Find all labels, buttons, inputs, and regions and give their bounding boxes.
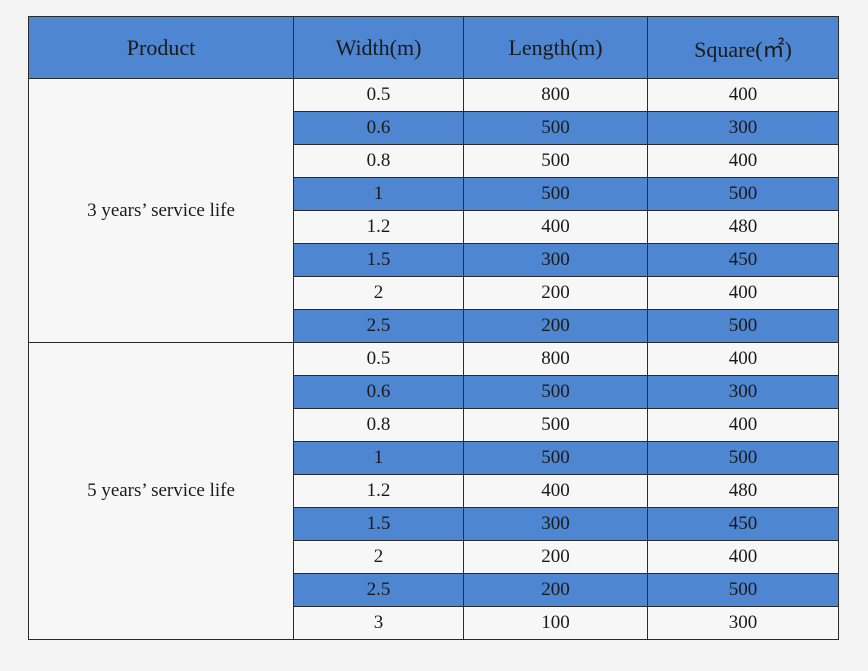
width-cell: 0.6	[293, 375, 464, 409]
width-cell: 0.5	[293, 342, 464, 376]
square-cell: 480	[647, 474, 839, 508]
product-cell: 3 years’ service life	[28, 78, 294, 343]
square-cell: 400	[647, 408, 839, 442]
width-cell: 1.5	[293, 507, 464, 541]
square-cell: 500	[647, 573, 839, 607]
length-cell: 100	[463, 606, 648, 640]
table-row: 0.8 500 400	[29, 144, 839, 178]
square-cell: 480	[647, 210, 839, 244]
width-cell: 0.5	[293, 78, 464, 112]
table-row: 2.5 200 500	[29, 309, 839, 343]
length-cell: 300	[463, 243, 648, 277]
length-cell: 800	[463, 78, 648, 112]
width-cell: 1.5	[293, 243, 464, 277]
table-body: 3 years’ service life 0.5 800 400 0.6 500 300 0…	[28, 78, 839, 640]
square-cell: 450	[647, 507, 839, 541]
length-cell: 200	[463, 573, 648, 607]
square-cell: 400	[647, 540, 839, 574]
header-product: Product	[28, 16, 294, 79]
width-cell: 1	[293, 441, 464, 475]
length-cell: 500	[463, 111, 648, 145]
header-length: Length(m)	[463, 16, 648, 79]
table-row: 0.6 500 300	[29, 375, 839, 409]
width-cell: 2	[293, 276, 464, 310]
length-cell: 400	[463, 474, 648, 508]
square-cell: 500	[647, 309, 839, 343]
table-row: 2 200 400	[29, 276, 839, 310]
header-width: Width(m)	[293, 16, 464, 79]
length-cell: 200	[463, 276, 648, 310]
spec-table-container: Product Width(m) Length(m) Square(㎡) 3 y…	[28, 16, 839, 640]
width-cell: 2	[293, 540, 464, 574]
length-cell: 400	[463, 210, 648, 244]
width-cell: 0.6	[293, 111, 464, 145]
square-cell: 500	[647, 441, 839, 475]
table-row: 0.8 500 400	[29, 408, 839, 442]
width-cell: 0.8	[293, 144, 464, 178]
table-header: Product Width(m) Length(m) Square(㎡)	[28, 16, 839, 79]
square-cell: 450	[647, 243, 839, 277]
length-cell: 800	[463, 342, 648, 376]
spec-table: Product Width(m) Length(m) Square(㎡) 3 y…	[28, 16, 839, 640]
table-row: 3 years’ service life 0.5 800 400	[28, 78, 839, 343]
length-cell: 500	[463, 177, 648, 211]
width-cell: 2.5	[293, 309, 464, 343]
square-cell: 400	[647, 78, 839, 112]
square-cell: 300	[647, 375, 839, 409]
length-cell: 200	[463, 540, 648, 574]
table-row: 1 500 500	[29, 441, 839, 475]
header-row: Product Width(m) Length(m) Square(㎡)	[28, 16, 839, 79]
length-cell: 500	[463, 375, 648, 409]
width-cell: 1	[293, 177, 464, 211]
table-row: 2 200 400	[29, 540, 839, 574]
width-cell: 1.2	[293, 210, 464, 244]
table-row: 1.5 300 450	[29, 507, 839, 541]
table-row: 1.2 400 480	[29, 474, 839, 508]
width-cell: 2.5	[293, 573, 464, 607]
header-square: Square(㎡)	[647, 16, 839, 79]
square-cell: 400	[647, 342, 839, 376]
width-cell: 0.8	[293, 408, 464, 442]
width-cell: 1.2	[293, 474, 464, 508]
table-row: 0.6 500 300	[29, 111, 839, 145]
product-cell: 5 years’ service life	[28, 342, 294, 640]
square-cell: 400	[647, 144, 839, 178]
square-cell: 300	[647, 606, 839, 640]
length-cell: 500	[463, 408, 648, 442]
table-row: 2.5 200 500	[29, 573, 839, 607]
length-cell: 300	[463, 507, 648, 541]
length-cell: 500	[463, 144, 648, 178]
square-cell: 500	[647, 177, 839, 211]
length-cell: 200	[463, 309, 648, 343]
table-row: 3 100 300	[29, 606, 839, 640]
square-cell: 300	[647, 111, 839, 145]
length-cell: 500	[463, 441, 648, 475]
square-cell: 400	[647, 276, 839, 310]
table-row: 5 years’ service life 0.5 800 400	[28, 342, 839, 640]
width-cell: 3	[293, 606, 464, 640]
